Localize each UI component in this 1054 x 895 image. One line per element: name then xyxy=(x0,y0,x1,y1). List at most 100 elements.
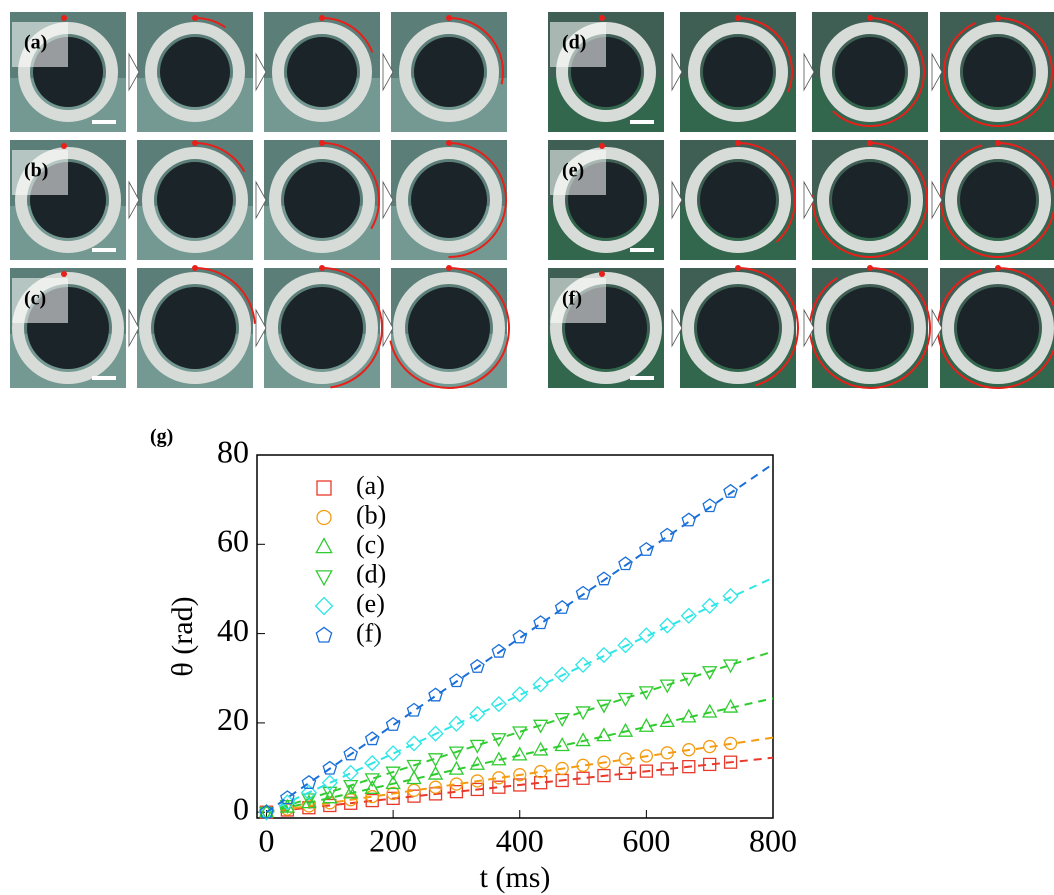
data-point xyxy=(513,727,526,739)
fit-line xyxy=(266,578,773,812)
start-dot xyxy=(61,15,67,21)
y-tick-label: 20 xyxy=(217,701,249,737)
legend-marker xyxy=(316,539,331,553)
x-tick-label: 200 xyxy=(369,822,417,858)
scale-bar xyxy=(92,248,116,252)
data-point xyxy=(661,528,674,540)
legend-label: (d) xyxy=(356,559,386,588)
hole xyxy=(832,162,908,238)
panel-label: (e) xyxy=(562,160,584,182)
scale-bar xyxy=(630,376,654,380)
data-point xyxy=(513,687,527,701)
data-point xyxy=(597,648,611,662)
legend-label: (f) xyxy=(356,618,382,647)
panel-label: (c) xyxy=(24,288,46,310)
data-point xyxy=(449,717,463,731)
hole xyxy=(829,287,911,369)
hole xyxy=(287,37,357,107)
data-point xyxy=(576,587,589,599)
hole xyxy=(957,287,1039,369)
data-point xyxy=(661,680,674,692)
scale-bar xyxy=(630,120,654,124)
panel-label: (f) xyxy=(562,288,582,310)
hole xyxy=(157,162,233,238)
data-point xyxy=(703,667,716,679)
legend-marker xyxy=(316,571,331,585)
start-dot xyxy=(61,271,67,277)
data-point xyxy=(429,688,442,700)
data-point xyxy=(702,599,716,613)
x-tick-label: 0 xyxy=(258,822,274,858)
legend-marker xyxy=(316,627,331,642)
hole xyxy=(284,162,360,238)
legend-marker xyxy=(317,511,331,525)
data-point xyxy=(450,674,463,686)
hole xyxy=(154,287,236,369)
start-dot xyxy=(61,143,67,149)
hole xyxy=(281,287,363,369)
data-point xyxy=(703,705,716,717)
panel-label: (g) xyxy=(150,426,173,448)
fit-line xyxy=(266,651,773,812)
data-point xyxy=(344,766,358,780)
data-point xyxy=(492,645,505,657)
y-tick-label: 60 xyxy=(217,523,249,559)
hole xyxy=(408,287,490,369)
hole xyxy=(963,37,1033,107)
panel-label: (a) xyxy=(24,32,47,54)
data-point xyxy=(513,630,526,642)
panel-label: (d) xyxy=(562,32,586,54)
hole xyxy=(960,162,1036,238)
data-point xyxy=(471,660,484,672)
start-dot xyxy=(599,15,605,21)
panel-label: (b) xyxy=(24,160,48,182)
data-point xyxy=(450,747,463,759)
data-point xyxy=(597,572,610,584)
x-tick-label: 600 xyxy=(622,822,670,858)
data-point xyxy=(556,714,569,726)
y-tick-label: 40 xyxy=(217,612,249,648)
legend-label: (a) xyxy=(356,471,385,500)
y-axis-label: θ (rad) xyxy=(166,596,199,676)
legend-marker xyxy=(316,598,333,615)
data-point xyxy=(513,748,526,760)
data-point xyxy=(366,774,379,786)
fit-line xyxy=(266,758,773,812)
data-point xyxy=(407,703,420,715)
data-point xyxy=(533,677,547,691)
x-tick-label: 800 xyxy=(749,822,797,858)
start-dot xyxy=(599,271,605,277)
legend-label: (b) xyxy=(356,500,386,529)
y-tick-label: 0 xyxy=(233,791,249,827)
scale-bar xyxy=(92,376,116,380)
data-point xyxy=(639,628,653,642)
data-point xyxy=(703,499,716,511)
figure: (a)(b)(c)(d)(e)(f)(g)0200400600800020406… xyxy=(0,0,1054,895)
hole xyxy=(411,162,487,238)
data-point xyxy=(660,618,674,632)
data-point xyxy=(556,601,569,613)
data-point xyxy=(302,776,315,788)
data-point xyxy=(471,757,484,769)
x-axis-label: t (ms) xyxy=(480,861,551,894)
data-point xyxy=(724,485,737,497)
data-point xyxy=(723,589,737,603)
plot-frame xyxy=(257,455,773,818)
fit-line xyxy=(266,698,773,812)
start-dot xyxy=(599,143,605,149)
data-point xyxy=(386,746,400,760)
x-tick-label: 400 xyxy=(496,822,544,858)
scale-bar xyxy=(92,120,116,124)
data-point xyxy=(597,700,610,712)
data-point xyxy=(281,791,294,803)
data-point xyxy=(407,736,421,750)
legend-label: (e) xyxy=(356,589,385,618)
legend-label: (c) xyxy=(356,530,385,559)
data-point xyxy=(470,707,484,721)
data-point xyxy=(619,724,632,736)
hole xyxy=(160,37,230,107)
data-point xyxy=(661,714,674,726)
data-point xyxy=(576,658,590,672)
hole xyxy=(700,162,776,238)
data-point xyxy=(429,767,442,779)
